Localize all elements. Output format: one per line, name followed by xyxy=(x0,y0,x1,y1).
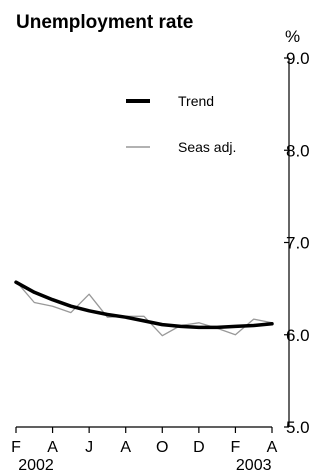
y-tick-label: 9.0 xyxy=(286,49,310,68)
x-tick-label: D xyxy=(193,439,205,456)
x-tick-label: F xyxy=(11,439,21,456)
series-line-trend xyxy=(14,280,274,330)
y-axis-unit: % xyxy=(285,27,300,46)
year-label-2002: 2002 xyxy=(18,457,54,472)
chart-title: Unemployment rate xyxy=(16,12,193,33)
year-label-2003: 2003 xyxy=(236,457,272,472)
x-tick-label: A xyxy=(120,439,131,456)
legend-label-seas-adj: Seas adj. xyxy=(178,139,236,155)
y-tick-label: 5.0 xyxy=(286,418,310,437)
y-tick-label: 7.0 xyxy=(286,234,310,253)
x-tick-label: F xyxy=(231,439,241,456)
y-tick-label: 6.0 xyxy=(286,326,310,345)
x-tick-label: J xyxy=(85,439,93,456)
x-tick-label: O xyxy=(156,439,168,456)
legend: Trend Seas adj. xyxy=(126,93,236,155)
x-tick-label: A xyxy=(267,439,278,456)
series-lines xyxy=(14,280,274,337)
y-tick-label: 8.0 xyxy=(286,141,310,160)
x-tick-label: A xyxy=(47,439,58,456)
y-axis-ticks: 5.0 6.0 7.0 8.0 9.0 xyxy=(284,49,310,437)
legend-label-trend: Trend xyxy=(178,93,214,109)
series-line-seas-adj xyxy=(15,280,273,337)
